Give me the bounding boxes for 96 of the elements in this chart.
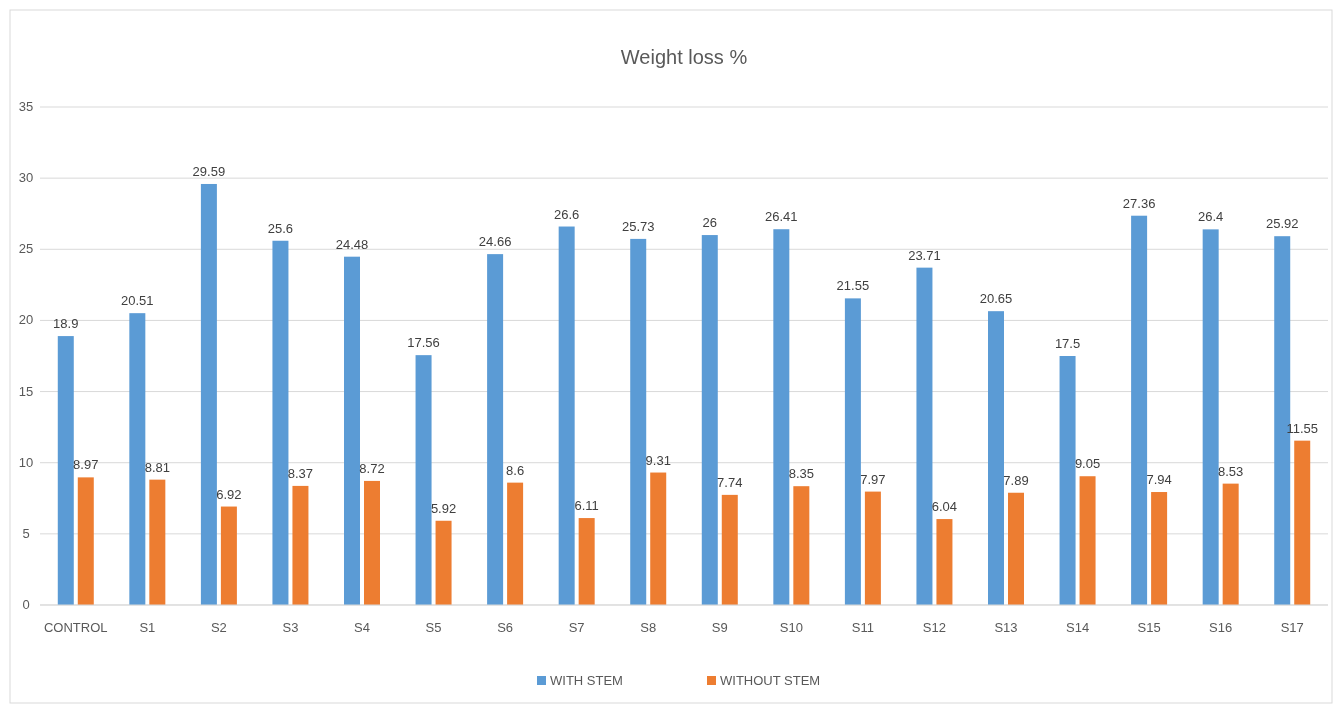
bar <box>1131 215 1148 605</box>
bar <box>1059 356 1076 605</box>
bar <box>793 486 810 605</box>
x-tick-label: S9 <box>711 620 728 635</box>
data-label: 29.59 <box>192 163 226 179</box>
x-tick-label: S8 <box>640 620 657 635</box>
y-tick-label: 10 <box>18 454 34 470</box>
legend-label: WITHOUT STEM <box>720 673 821 688</box>
data-label: 8.81 <box>144 459 170 475</box>
y-tick-label: 0 <box>22 597 30 612</box>
bar <box>650 472 667 605</box>
bar <box>220 506 237 605</box>
bar <box>292 485 309 605</box>
bar <box>1202 229 1219 605</box>
data-label: 7.97 <box>860 471 886 487</box>
data-label: 5.92 <box>430 500 457 516</box>
x-tick-label: S17 <box>1280 620 1304 635</box>
data-label: 26.4 <box>1198 209 1224 225</box>
bar <box>200 183 217 605</box>
bar <box>936 519 953 605</box>
bar <box>57 336 74 605</box>
bar <box>630 238 647 605</box>
x-tick-label: S16 <box>1209 620 1233 635</box>
data-label: 8.72 <box>359 460 385 476</box>
data-label: 6.92 <box>216 486 242 502</box>
bar <box>864 491 881 605</box>
x-tick-label: S2 <box>210 620 227 635</box>
x-tick-label: S3 <box>282 620 299 635</box>
bar <box>701 235 718 605</box>
y-tick-label: 5 <box>22 525 30 541</box>
chart-title: Weight loss % <box>620 46 748 68</box>
bar <box>916 267 933 605</box>
x-tick-label: S6 <box>497 620 514 635</box>
data-label: 25.73 <box>621 218 655 234</box>
data-label: 7.89 <box>1003 472 1029 488</box>
data-label: 24.66 <box>478 234 512 250</box>
y-tick-label: 20 <box>18 312 34 328</box>
data-label: 7.94 <box>1146 472 1172 488</box>
bar <box>415 355 432 605</box>
x-tick-label: S10 <box>779 620 803 635</box>
bar <box>1222 483 1239 605</box>
x-tick-label: S14 <box>1065 620 1090 635</box>
bar <box>1151 492 1168 605</box>
bar <box>364 480 380 605</box>
data-label: 26 <box>702 215 718 231</box>
data-label: 9.05 <box>1074 456 1101 472</box>
data-label: 17.5 <box>1054 336 1081 351</box>
bar <box>844 298 861 605</box>
data-label: 17.56 <box>407 335 440 351</box>
data-label: 26.6 <box>554 206 580 222</box>
y-tick-label: 30 <box>18 170 34 186</box>
bar <box>721 494 738 605</box>
x-tick-label: S13 <box>994 620 1018 635</box>
data-label: 27.36 <box>1122 195 1156 211</box>
data-label: 9.31 <box>645 452 671 468</box>
bar <box>558 226 575 605</box>
data-label: 8.6 <box>506 462 525 478</box>
bar <box>77 477 94 605</box>
data-label: 18.9 <box>53 316 79 332</box>
bar <box>272 240 289 605</box>
x-tick-label: S12 <box>922 620 947 635</box>
bar <box>149 479 166 605</box>
y-tick-label: 25 <box>18 241 34 257</box>
data-label: 23.71 <box>908 247 941 263</box>
x-tick-label: S4 <box>354 620 370 635</box>
data-label: 6.04 <box>931 499 958 515</box>
data-label: 21.55 <box>836 278 870 294</box>
bar <box>129 313 146 605</box>
data-label: 26.41 <box>765 209 798 225</box>
data-label: 6.11 <box>574 498 599 514</box>
x-tick-label: S1 <box>139 620 156 635</box>
x-tick-label: CONTROL <box>44 620 108 635</box>
bar <box>344 256 360 605</box>
x-tick-label: S15 <box>1137 620 1161 635</box>
bar <box>988 311 1004 605</box>
y-tick-label: 15 <box>18 383 34 399</box>
bar <box>578 518 595 605</box>
bar <box>435 520 452 605</box>
data-label: 20.65 <box>979 291 1013 307</box>
bar <box>1294 440 1311 605</box>
x-tick-label: S5 <box>425 620 442 635</box>
data-label: 20.51 <box>121 293 154 309</box>
x-tick-label: S7 <box>568 620 585 635</box>
bar <box>487 254 504 605</box>
bar <box>1008 492 1024 605</box>
data-label: 25.6 <box>267 220 294 236</box>
data-label: 8.37 <box>287 465 314 481</box>
bar <box>507 482 524 605</box>
data-label: 25.92 <box>1265 216 1299 232</box>
x-tick-label: S11 <box>851 620 874 635</box>
legend-label: WITH STEM <box>550 673 623 688</box>
data-label: 24.48 <box>335 236 369 252</box>
data-label: 8.35 <box>788 466 814 482</box>
bar <box>1079 476 1096 605</box>
y-tick-label: 35 <box>18 99 34 114</box>
bar <box>773 229 790 605</box>
